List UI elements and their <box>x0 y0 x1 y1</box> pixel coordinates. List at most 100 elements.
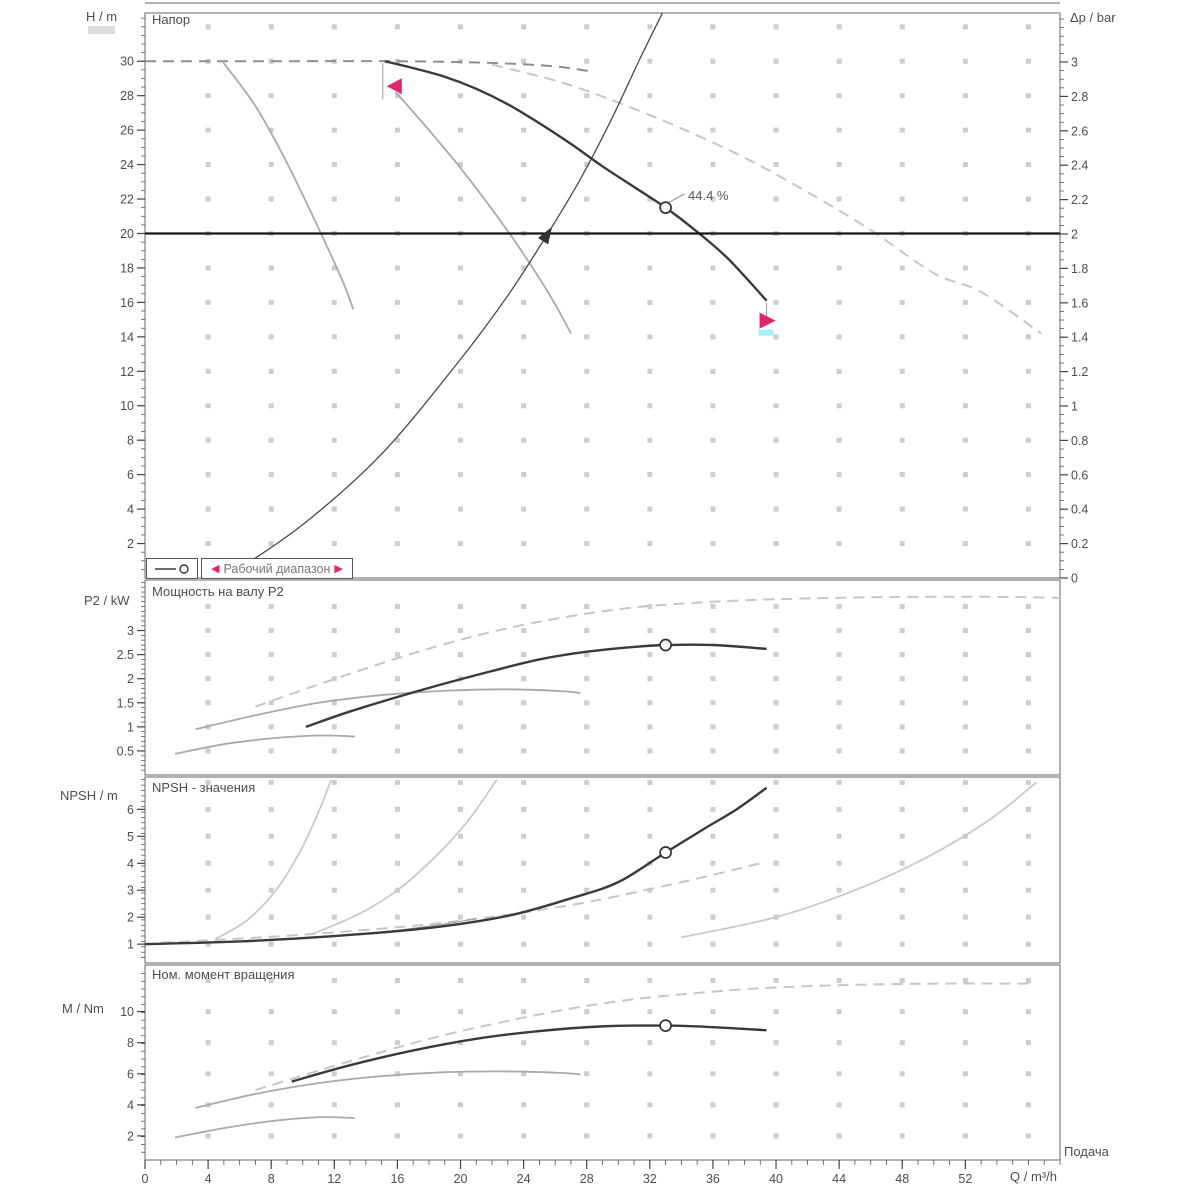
ytick-npsh: 1 <box>127 938 134 952</box>
right-tick-head: 0.6 <box>1071 468 1088 482</box>
xtick-label: 24 <box>517 1172 531 1186</box>
series-torque-curve <box>291 1024 767 1083</box>
series-torque-low-2 <box>174 1116 355 1139</box>
right-tick-head: 0.8 <box>1071 434 1088 448</box>
series-torque-max-dashed <box>255 982 1029 1092</box>
panel-power: 0.5 1 1.5 2 2.5 3 <box>117 579 1061 776</box>
right-axis-head: 0 0.2 0.4 0.6 0.8 1 1.2 1.4 1.6 1.8 2 2.2 2.4 2.6 2.8 3 <box>1060 18 1088 586</box>
duty-point-marker-head <box>659 201 672 214</box>
right-tick-head: 2.6 <box>1071 124 1088 138</box>
series-npsh-curve <box>144 786 768 946</box>
right-tick-head: 1.4 <box>1071 331 1088 345</box>
ytick-power: 1.5 <box>117 696 134 710</box>
head-left-axis-label: H / m <box>86 9 118 24</box>
right-tick-head: 2.4 <box>1071 159 1088 173</box>
legend-operating-range: ◀ Рабочий диапазон ▶ <box>201 558 353 579</box>
ytick-power: 0.5 <box>117 744 134 758</box>
right-tick-head: 1.2 <box>1071 365 1088 379</box>
series-pump-curve <box>384 60 768 302</box>
npsh-panel-title: NPSH - значения <box>152 780 256 795</box>
ytick-head: 16 <box>120 296 134 310</box>
right-tick-head: 1.6 <box>1071 296 1088 310</box>
xtick-label: 52 <box>958 1172 972 1186</box>
panel-head: 2468101214161820222426283000.20.40.60.81… <box>120 12 1088 586</box>
right-tick-head: 1 <box>1071 400 1078 414</box>
right-tick-head: 2.8 <box>1071 90 1088 104</box>
ytick-head: 30 <box>120 55 134 69</box>
series-system-curve <box>229 12 664 576</box>
system-curve-arrow-icon <box>537 226 553 245</box>
flow-axis-name-label: Подача <box>1064 1144 1109 1159</box>
series-power-low-2 <box>174 734 355 755</box>
xtick-label: 20 <box>454 1172 468 1186</box>
xtick-label: 40 <box>769 1172 783 1186</box>
ytick-head: 26 <box>120 124 134 138</box>
range-flag-right <box>758 302 776 336</box>
series-power-curve <box>305 643 767 728</box>
ytick-power: 2.5 <box>117 648 134 662</box>
right-tick-head: 1.8 <box>1071 262 1088 276</box>
legend-range-label: Рабочий диапазон <box>223 561 331 576</box>
xtick-label: 32 <box>643 1172 657 1186</box>
ytick-head: 18 <box>120 261 134 275</box>
series-npsh-steep-left <box>215 779 332 940</box>
ytick-head: 24 <box>120 158 134 172</box>
series-max-speed-curve-dashed <box>145 60 592 73</box>
series-iso-curve-mid <box>395 91 572 334</box>
duty-point-marker-npsh <box>659 846 672 859</box>
ytick-torque: 4 <box>127 1098 134 1112</box>
axis-label-highlight <box>88 26 115 34</box>
right-tick-head: 3 <box>1071 56 1078 70</box>
ytick-head: 12 <box>120 365 134 379</box>
legend-duty-curve-symbol <box>146 558 198 579</box>
right-tick-head: 0 <box>1071 572 1078 586</box>
torque-axis-label: M / Nm <box>62 1001 104 1016</box>
efficiency-label: 44.4 % <box>688 188 729 203</box>
ytick-head: 10 <box>120 399 134 413</box>
panel-npsh: 1 2 3 4 5 6 <box>127 776 1061 964</box>
ytick-head: 20 <box>120 227 134 241</box>
series-iso-curve-left <box>221 60 355 310</box>
xtick-label: 44 <box>832 1172 846 1186</box>
grid-dots-power <box>205 603 1031 754</box>
ytick-head: 8 <box>127 434 134 448</box>
right-tick-head: 2.2 <box>1071 193 1088 207</box>
flow-axis-unit-label: Q / m³/h <box>1010 1169 1057 1184</box>
x-axis: 0 4 8 12 16 20 24 28 32 36 40 44 48 52 <box>142 1160 1061 1186</box>
ytick-head: 4 <box>127 503 134 517</box>
ytick-torque: 8 <box>127 1036 134 1050</box>
ytick-head: 14 <box>120 330 134 344</box>
ytick-torque: 2 <box>127 1129 134 1143</box>
series-power-max-dashed <box>255 595 1061 708</box>
y-axis-power: 0.5 1 1.5 2 2.5 3 <box>117 582 145 771</box>
ytick-head: 2 <box>127 537 134 551</box>
ytick-power: 3 <box>127 624 134 638</box>
xtick-label: 36 <box>706 1172 720 1186</box>
ytick-npsh: 4 <box>127 857 134 871</box>
right-tick-head: 0.4 <box>1071 503 1088 517</box>
ytick-torque: 10 <box>120 1005 134 1019</box>
xtick-label: 48 <box>895 1172 909 1186</box>
range-left-arrow-icon: ◀ <box>211 563 220 575</box>
range-flag-left <box>382 63 402 100</box>
ytick-head: 6 <box>127 468 134 482</box>
xtick-label: 28 <box>580 1172 594 1186</box>
legend: ◀ Рабочий диапазон ▶ <box>146 558 353 579</box>
duty-curve-symbol-icon <box>155 563 189 574</box>
ytick-npsh: 5 <box>127 830 134 844</box>
range-right-arrow-icon: ▶ <box>334 563 343 575</box>
npsh-axis-label: NPSH / m <box>60 788 118 803</box>
grid-dots-torque <box>205 978 1031 1139</box>
series-npsh-dashed <box>160 862 761 944</box>
series-npsh-steep-mid <box>310 779 498 936</box>
power-panel-title: Мощность на валу P2 <box>152 584 284 599</box>
ytick-npsh: 6 <box>127 803 134 817</box>
duty-point-marker-torque <box>659 1019 672 1032</box>
torque-panel-title: Ном. момент вращения <box>152 967 295 982</box>
duty-point-marker-power <box>659 638 672 652</box>
xtick-label: 12 <box>327 1172 341 1186</box>
y-axis-torque: 2 4 6 8 10 <box>120 973 145 1153</box>
ytick-power: 1 <box>127 720 134 734</box>
